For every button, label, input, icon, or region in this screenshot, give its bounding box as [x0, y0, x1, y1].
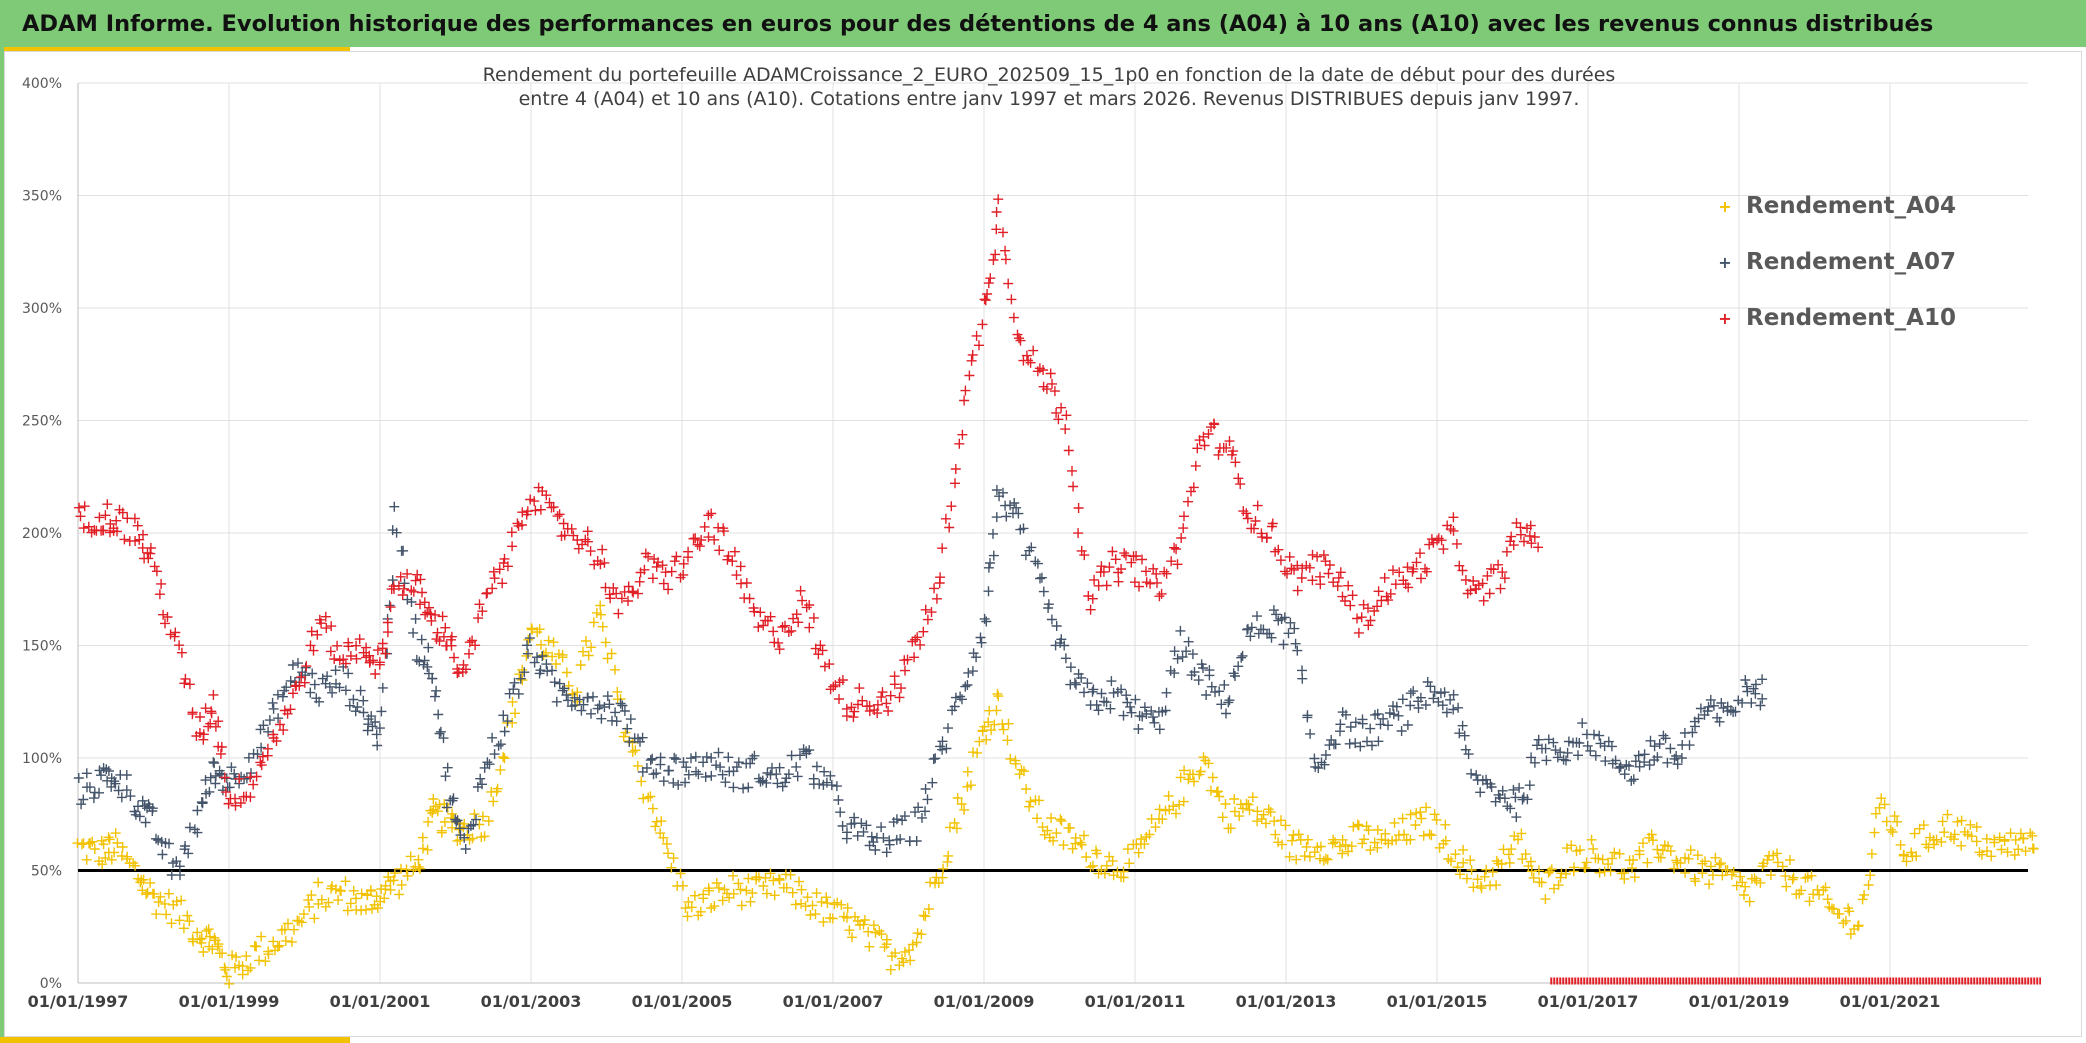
report-title: ADAM Informe. Evolution historique des p… — [22, 10, 1934, 37]
x-tick-label: 01/01/2005 — [632, 992, 733, 1011]
legend-label-a10: Rendement_A10 — [1746, 305, 1956, 331]
accent-bar-bottom — [0, 1037, 350, 1043]
chart-frame — [4, 51, 2082, 1037]
y-tick-label: 100% — [22, 751, 62, 767]
y-tick-label: 50% — [31, 864, 62, 880]
x-tick-label: 01/01/2003 — [481, 992, 582, 1011]
x-tick-label: 01/01/2013 — [1236, 992, 1337, 1011]
legend-item-a04[interactable]: + Rendement_A04 — [1718, 178, 1956, 234]
legend-marker-a10: + — [1718, 308, 1732, 328]
legend-item-a07[interactable]: + Rendement_A07 — [1718, 234, 1956, 290]
y-tick-label: 350% — [22, 189, 62, 205]
y-tick-label: 150% — [22, 639, 62, 655]
x-tick-label: 01/01/2007 — [783, 992, 884, 1011]
chart-title-line-1: Rendement du portefeuille ADAMCroissance… — [482, 64, 1616, 86]
series-rendement_a10 — [74, 194, 1544, 811]
x-tick-label: 01/01/1999 — [179, 992, 280, 1011]
y-tick-label: 300% — [22, 301, 62, 317]
x-tick-label: 01/01/1997 — [28, 992, 129, 1011]
accent-bar-left — [0, 47, 4, 1043]
x-tick-label: 01/01/2017 — [1538, 992, 1639, 1011]
x-tick-label: 01/01/2019 — [1689, 992, 1790, 1011]
series-markers-rendement_a04 — [72, 600, 2039, 989]
legend-item-a10[interactable]: + Rendement_A10 — [1718, 290, 1956, 346]
accent-bar-top — [0, 47, 350, 51]
chart-legend: + Rendement_A04 + Rendement_A07 + Rendem… — [1718, 178, 1956, 346]
series-rendement_a04 — [72, 600, 2039, 989]
legend-marker-a04: + — [1718, 196, 1732, 216]
x-tick-label: 01/01/2021 — [1840, 992, 1941, 1011]
legend-marker-a07: + — [1718, 252, 1732, 272]
y-tick-label: 0% — [40, 976, 62, 992]
chart-title-line-2: entre 4 (A04) et 10 ans (A10). Cotations… — [518, 88, 1580, 110]
y-tick-label: 400% — [22, 76, 62, 92]
report-banner: ADAM Informe. Evolution historique des p… — [0, 0, 2086, 47]
x-tick-label: 01/01/2001 — [330, 992, 431, 1011]
legend-label-a04: Rendement_A04 — [1746, 193, 1956, 219]
x-tick-label: 01/01/2011 — [1085, 992, 1186, 1011]
y-tick-label: 200% — [22, 526, 62, 542]
x-tick-label: 01/01/2009 — [934, 992, 1035, 1011]
x-tick-label: 01/01/2015 — [1387, 992, 1488, 1011]
legend-label-a07: Rendement_A07 — [1746, 249, 1956, 275]
y-tick-label: 250% — [22, 414, 62, 430]
series-markers-rendement_a10 — [74, 194, 1544, 811]
